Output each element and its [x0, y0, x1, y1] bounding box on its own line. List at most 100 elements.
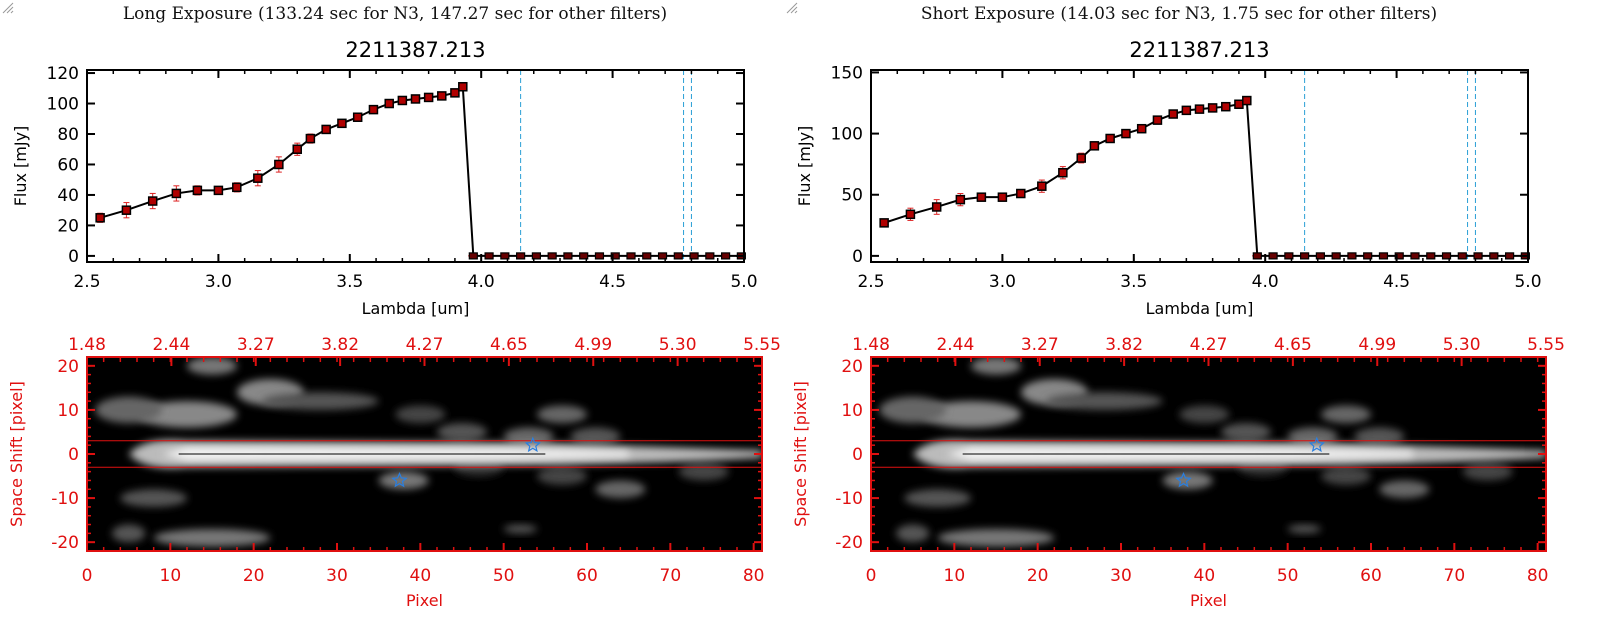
data-point — [642, 252, 652, 260]
x-tick-label: 70 — [660, 566, 682, 586]
data-point — [905, 209, 916, 220]
data-point — [955, 194, 966, 205]
data-point — [931, 202, 942, 212]
data-point — [384, 98, 394, 109]
plot-frame — [870, 69, 1529, 263]
data-point — [171, 188, 182, 199]
background-source-blob — [153, 528, 271, 547]
data-point — [192, 185, 203, 196]
data-point — [253, 173, 263, 183]
data-point — [1136, 123, 1147, 134]
data-point — [368, 104, 379, 115]
x-tick-label: 3.0 — [989, 272, 1016, 292]
y-tick-label: -20 — [51, 533, 79, 553]
data-point — [976, 192, 987, 202]
y-tick-label: 10 — [841, 401, 863, 421]
top-tick-label: 5.30 — [1443, 335, 1481, 355]
data-point — [274, 159, 284, 170]
background-source-blob — [1221, 423, 1271, 441]
x-tick-label: 60 — [576, 566, 598, 586]
top-tick-label: 3.27 — [1021, 335, 1059, 355]
y-tick-label: 20 — [57, 216, 79, 236]
data-point — [352, 112, 363, 122]
top-tick-label: 2.44 — [936, 335, 974, 355]
data-point — [997, 192, 1008, 202]
data-point — [1242, 95, 1252, 106]
data-point — [305, 133, 316, 144]
y-axis-label: Space Shift [pixel] — [791, 381, 810, 527]
x-tick-label: 40 — [410, 566, 432, 586]
x-tick-label: 10 — [160, 566, 182, 586]
data-point — [1234, 99, 1244, 109]
background-source-blob — [112, 524, 146, 543]
y-tick-label: 20 — [841, 357, 863, 377]
top-tick-label: 4.65 — [490, 335, 528, 355]
x-tick-label: 50 — [1277, 566, 1299, 586]
top-tick-label: 4.99 — [1358, 335, 1396, 355]
data-point — [516, 252, 526, 260]
data-point — [547, 252, 557, 260]
background-source-blob — [95, 396, 162, 424]
x-axis-label: Pixel — [1190, 591, 1227, 610]
long-exposure-panel: Long Exposure (133.24 sec for N3, 147.27… — [0, 0, 790, 630]
x-tick-label: 3.5 — [1120, 272, 1147, 292]
data-point — [1152, 115, 1163, 125]
y-axis-label: Space Shift [pixel] — [7, 381, 26, 527]
x-tick-label: 20 — [1027, 566, 1049, 586]
panel-title: Long Exposure (133.24 sec for N3, 147.27… — [122, 4, 668, 24]
data-point — [1181, 105, 1192, 116]
data-point — [437, 91, 447, 101]
y-tick-label: -10 — [51, 489, 79, 509]
y-tick-label: 60 — [57, 155, 79, 175]
x-axis-label: Pixel — [406, 591, 443, 610]
background-source-blob — [137, 401, 237, 428]
top-tick-label: 4.99 — [574, 335, 612, 355]
top-tick-label: 3.82 — [321, 335, 359, 355]
x-tick-label: 10 — [944, 566, 966, 586]
panel-title: Short Exposure (14.03 sec for N3, 1.75 s… — [920, 4, 1438, 24]
background-source-blob — [937, 528, 1055, 547]
top-tick-label: 3.27 — [237, 335, 275, 355]
chart-title: 2211387.213 — [1129, 38, 1269, 62]
y-tick-label: 20 — [57, 357, 79, 377]
data-point — [232, 182, 242, 193]
background-source-blob — [1287, 524, 1321, 534]
star-marker — [1308, 436, 1325, 453]
y-tick-label: -20 — [835, 533, 863, 553]
data-point — [410, 94, 421, 104]
x-tick-label: 40 — [1194, 566, 1216, 586]
data-point — [657, 252, 668, 260]
data-point — [500, 252, 510, 260]
star-marker — [524, 436, 541, 453]
x-tick-label: 80 — [1527, 566, 1549, 586]
data-point — [95, 213, 105, 223]
background-source-blob — [537, 405, 587, 424]
y-tick-label: -10 — [835, 489, 863, 509]
data-point — [1489, 252, 1499, 260]
flux-line — [99, 84, 742, 257]
background-source-blob — [1046, 392, 1163, 410]
short-exposure-panel: Short Exposure (14.03 sec for N3, 1.75 s… — [784, 0, 1574, 630]
y-tick-label: 0 — [852, 247, 863, 267]
background-source-blob — [904, 489, 971, 507]
background-source-blob — [1179, 405, 1230, 424]
data-point — [1121, 128, 1131, 139]
top-tick-label: 5.55 — [1527, 335, 1565, 355]
data-point — [1252, 252, 1262, 260]
plot-frame — [86, 69, 745, 263]
background-source-blob — [678, 462, 729, 481]
data-point — [1315, 252, 1325, 260]
data-point — [484, 252, 494, 260]
data-point — [1194, 104, 1205, 114]
background-source-blob — [537, 467, 587, 485]
background-source-blob — [1321, 405, 1371, 424]
data-point — [1221, 101, 1231, 112]
resize-grip-icon[interactable] — [784, 0, 798, 14]
x-tick-label: 30 — [1110, 566, 1132, 586]
data-point — [423, 92, 434, 103]
data-point — [1410, 252, 1420, 260]
resize-grip-icon[interactable] — [0, 0, 14, 14]
x-tick-label: 30 — [326, 566, 348, 586]
background-source-blob — [120, 489, 187, 507]
